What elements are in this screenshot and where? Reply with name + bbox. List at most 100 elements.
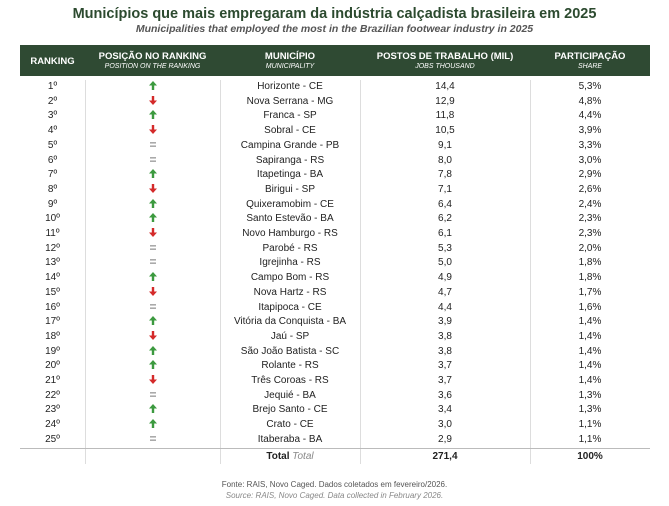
table-cell: 3,0% bbox=[578, 154, 602, 166]
table-cell: Três Coroas - RS bbox=[251, 375, 329, 386]
table-cell: 2,3% bbox=[578, 213, 602, 225]
column-label: PARTICIPAÇÃO bbox=[554, 51, 626, 62]
trend-cell bbox=[85, 330, 220, 343]
subtitle: Municipalities that employed the most in… bbox=[135, 23, 534, 35]
table-cell: 22º bbox=[45, 389, 60, 401]
table-cell: 1,4% bbox=[578, 316, 602, 328]
trend-cell bbox=[85, 360, 220, 372]
table-cell: 3,8 bbox=[438, 330, 452, 342]
table-cell: 9º bbox=[47, 198, 58, 210]
trend-cell bbox=[85, 434, 220, 446]
table-cell: 12,9 bbox=[435, 95, 455, 107]
table-cell: 12º bbox=[45, 242, 60, 254]
table-cell: 1,4% bbox=[578, 330, 602, 342]
table-cell: 1,7% bbox=[578, 286, 602, 298]
trend-cell bbox=[85, 375, 220, 387]
trend-cell bbox=[85, 81, 220, 93]
trend-icon bbox=[148, 272, 157, 282]
table-cell: 17º bbox=[45, 316, 60, 328]
table-cell: 8º bbox=[47, 183, 58, 195]
table-cell: 4º bbox=[47, 125, 58, 137]
column-divider bbox=[530, 80, 531, 464]
trend-cell bbox=[85, 243, 220, 255]
column-label: RANKING bbox=[30, 56, 75, 67]
table-cell: Itaberaba - BA bbox=[257, 433, 323, 445]
trend-icon bbox=[148, 228, 157, 237]
table-cell: 3,9% bbox=[578, 125, 602, 137]
table-cell: 25º bbox=[45, 433, 60, 445]
table-cell: 3,9 bbox=[438, 316, 452, 328]
table-cell: 11º bbox=[45, 228, 60, 239]
column-divider bbox=[85, 80, 86, 464]
table-cell: 2,4% bbox=[578, 198, 602, 210]
column-label: POSIÇÃO NO RANKING bbox=[98, 51, 207, 62]
trend-cell bbox=[85, 272, 220, 284]
table-cell: 14,4 bbox=[435, 81, 455, 92]
trend-icon bbox=[149, 259, 156, 265]
table-cell: 7,1 bbox=[438, 183, 452, 195]
trend-cell bbox=[85, 257, 220, 269]
trend-cell bbox=[85, 286, 220, 299]
table-cell: 5,0 bbox=[438, 257, 452, 269]
trend-icon bbox=[148, 360, 157, 370]
column-label: MUNICÍPIO bbox=[264, 51, 316, 62]
trend-cell bbox=[85, 125, 220, 137]
trend-icon bbox=[148, 183, 157, 193]
column-divider bbox=[360, 80, 361, 464]
table-cell: Quixeramobim - CE bbox=[246, 198, 334, 210]
table-cell: 20º bbox=[45, 360, 60, 372]
table-cell: 4,8% bbox=[578, 95, 602, 107]
table-cell: 18º bbox=[45, 330, 60, 342]
table-cell: Santo Estevão - BA bbox=[246, 213, 334, 225]
trend-icon bbox=[148, 110, 157, 120]
table-cell: 1,8% bbox=[578, 257, 602, 269]
table-cell: 1,3% bbox=[578, 404, 602, 416]
trend-cell bbox=[85, 95, 220, 108]
table-cell: 3,0 bbox=[438, 419, 452, 431]
table-cell: 1,8% bbox=[578, 272, 602, 284]
trend-icon bbox=[148, 198, 157, 208]
table-cell: 1,1% bbox=[578, 433, 602, 445]
table-cell: 3,7 bbox=[438, 375, 452, 386]
column-sublabel: POSITION ON THE RANKING bbox=[104, 63, 201, 70]
table-cell: 1,3% bbox=[578, 389, 602, 401]
table-cell: Birigui - SP bbox=[264, 183, 315, 195]
table-cell: Nova Serrana - MG bbox=[246, 95, 334, 107]
column-divider bbox=[220, 80, 221, 464]
table-cell: 2º bbox=[47, 95, 58, 107]
table-header: RANKING POSIÇÃO NO RANKING POSITION ON THE… bbox=[20, 45, 650, 76]
table-cell: 1,4% bbox=[578, 375, 602, 386]
trend-icon bbox=[149, 303, 156, 309]
trend-icon bbox=[148, 169, 157, 179]
trend-icon bbox=[149, 244, 156, 250]
table-cell: 4,9 bbox=[438, 272, 452, 284]
table-cell: Brejo Santo - CE bbox=[252, 404, 328, 416]
column-sublabel: JOBS THOUSAND bbox=[415, 63, 475, 70]
trend-icon bbox=[148, 404, 157, 414]
table-cell: Jaú - SP bbox=[270, 330, 310, 342]
table-cell: Itapipoca - CE bbox=[258, 301, 322, 313]
table-cell: 2,3% bbox=[578, 228, 602, 239]
table-cell: Novo Hamburgo - RS bbox=[242, 228, 338, 239]
table-cell: 19º bbox=[45, 345, 60, 357]
table-cell: 1,4% bbox=[578, 345, 602, 357]
total-label-pt: Total bbox=[266, 450, 290, 462]
trend-cell bbox=[85, 345, 220, 358]
table-cell: Crato - CE bbox=[266, 419, 314, 431]
table-cell: 11,8 bbox=[435, 110, 455, 122]
table-cell: Rolante - RS bbox=[261, 360, 319, 372]
trend-icon bbox=[148, 213, 157, 223]
trend-icon bbox=[149, 156, 156, 162]
column-sublabel: SHARE bbox=[577, 63, 603, 70]
table-cell: 6,2 bbox=[438, 213, 452, 225]
table-cell: 5,3% bbox=[578, 81, 602, 92]
column-label: POSTOS DE TRABALHO (MIL) bbox=[376, 51, 514, 62]
table-cell: Nova Hartz - RS bbox=[253, 286, 327, 298]
table-cell: 2,9% bbox=[578, 169, 602, 181]
table-cell: 5º bbox=[47, 139, 58, 151]
table-cell: 2,9 bbox=[438, 433, 452, 445]
trend-cell bbox=[85, 302, 220, 314]
table-cell: 1,6% bbox=[578, 301, 602, 313]
source-en: Source: RAIS, Novo Caged. Data collected… bbox=[225, 491, 444, 500]
